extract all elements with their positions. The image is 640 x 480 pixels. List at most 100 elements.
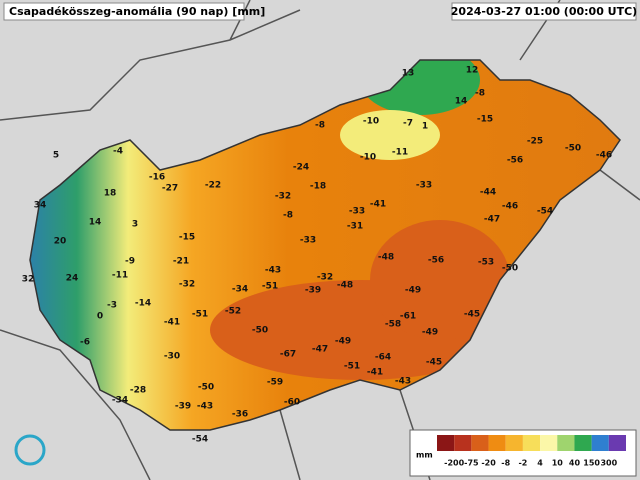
station-value: -24	[293, 163, 309, 173]
station-value: -51	[262, 282, 278, 292]
station-value: -32	[179, 280, 195, 290]
station-value: -54	[537, 207, 553, 217]
station-value: -31	[347, 222, 363, 232]
legend-tick-label: 4	[537, 459, 543, 468]
station-value: 34	[34, 201, 47, 211]
station-value: -34	[232, 285, 248, 295]
station-value: -41	[370, 200, 386, 210]
station-value: -45	[426, 358, 442, 368]
logo	[14, 434, 46, 466]
title: Csapadékösszeg-anomália (90 nap) [mm]	[9, 5, 265, 18]
legend-tick-label: 40	[569, 459, 581, 468]
station-value: -67	[280, 350, 296, 360]
legend-tick-label: 300	[600, 459, 617, 468]
station-value: -51	[344, 362, 360, 372]
station-value: -49	[405, 286, 421, 296]
station-value: -50	[198, 383, 214, 393]
legend-tick-label: 10	[552, 459, 564, 468]
station-value: -56	[507, 156, 523, 166]
station-value: -46	[502, 202, 518, 212]
station-value: -43	[197, 402, 213, 412]
station-value: -32	[275, 192, 291, 202]
station-value: -33	[300, 236, 316, 246]
legend-swatch	[454, 435, 472, 451]
country-border	[29, 59, 621, 431]
station-value: -32	[317, 273, 333, 283]
station-value: 32	[22, 275, 35, 285]
legend-swatch	[574, 435, 592, 451]
station-value: -11	[112, 271, 128, 281]
station-value: -41	[367, 368, 383, 378]
legend-tick-label: -8	[501, 459, 510, 468]
station-value: -16	[149, 173, 165, 183]
station-value: -9	[125, 257, 135, 267]
station-value: -49	[335, 337, 351, 347]
legend-tick-label: 150	[583, 459, 600, 468]
station-value: -11	[392, 148, 408, 158]
legend-tick-label: -20	[481, 459, 496, 468]
station-value: -15	[477, 115, 493, 125]
station-value: -49	[422, 328, 438, 338]
legend-swatch	[522, 435, 541, 451]
station-value: -27	[162, 184, 178, 194]
legend-swatch	[488, 435, 506, 451]
station-value: -59	[267, 378, 283, 388]
station-value: -18	[310, 182, 326, 192]
station-value: -43	[265, 266, 281, 276]
station-value: -30	[164, 352, 180, 362]
station-value: -8	[315, 121, 325, 131]
timestamp: 2024-03-27 01:00 (00:00 UTC)	[451, 5, 637, 18]
station-value: -7	[403, 119, 413, 129]
station-value: -50	[502, 264, 518, 274]
station-value: -25	[527, 137, 543, 147]
station-value: -51	[192, 310, 208, 320]
station-value: -39	[175, 402, 191, 412]
station-value: -10	[360, 153, 376, 163]
station-value: -8	[475, 89, 485, 99]
station-value: 14	[455, 97, 468, 107]
station-value: -6	[80, 338, 90, 348]
station-value: -64	[375, 353, 391, 363]
station-value: 3	[132, 220, 138, 230]
station-value: -60	[284, 398, 300, 408]
station-value: -48	[378, 253, 394, 263]
station-value: -61	[400, 312, 416, 322]
station-value: 24	[66, 274, 79, 284]
station-value: -8	[283, 211, 293, 221]
station-value: -48	[337, 281, 353, 291]
station-value: -14	[135, 299, 151, 309]
station-value: -4	[113, 147, 123, 157]
station-value: -21	[173, 257, 189, 267]
station-value: 14	[89, 218, 102, 228]
station-value: -47	[312, 345, 328, 355]
station-value: -33	[416, 181, 432, 191]
legend-swatch	[608, 435, 626, 451]
legend-unit: mm	[416, 451, 433, 460]
station-value: -54	[192, 435, 208, 445]
station-value: 13	[402, 69, 415, 79]
title-box	[3, 2, 245, 21]
station-value: -41	[164, 318, 180, 328]
station-value: 5	[53, 151, 59, 161]
station-value: -33	[349, 207, 365, 217]
station-value: -50	[565, 144, 581, 154]
station-value: -39	[305, 286, 321, 296]
legend-swatch	[437, 435, 455, 451]
legend-swatch	[540, 435, 558, 451]
station-value: 20	[54, 237, 67, 247]
station-value: -50	[252, 326, 268, 336]
station-value: -44	[480, 188, 496, 198]
station-value: -45	[464, 310, 480, 320]
time-box	[451, 2, 637, 21]
station-value: 0	[97, 312, 103, 322]
legend-swatch	[557, 435, 575, 451]
station-value: -22	[205, 181, 221, 191]
legend-swatch	[505, 435, 523, 451]
legend-tick-label: -75	[464, 459, 479, 468]
legend-tick-label: -200	[444, 459, 464, 468]
station-value: -28	[130, 386, 146, 396]
station-value: -36	[232, 410, 248, 420]
station-value: -15	[179, 233, 195, 243]
legend-tick-label: -2	[518, 459, 527, 468]
